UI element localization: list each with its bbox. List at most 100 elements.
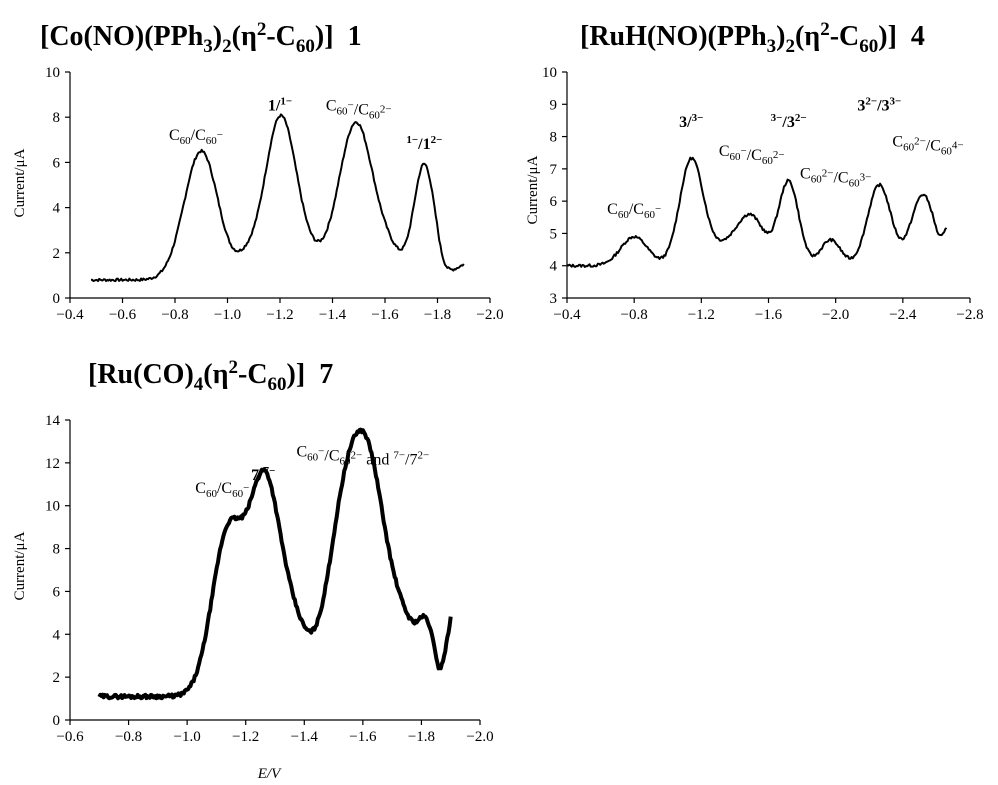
y-tick-label: 10 <box>45 499 60 515</box>
x-tick-label: −1.6 <box>349 729 377 745</box>
t4g: -C <box>830 21 860 52</box>
y-tick-label: 8 <box>53 110 61 126</box>
panel-7-annotations: C60/C60−7/7−C60−/C602− and 7−/72− <box>195 443 429 499</box>
y-tick-label: 0 <box>53 291 61 307</box>
y-tick-label: 10 <box>45 65 60 81</box>
panel-1-title: [Co(NO)(PPh3)2(η2-C60)] 1 <box>40 19 362 57</box>
x-tick-label: −1.4 <box>291 729 319 745</box>
t4a: [RuH(NO)(PPh <box>580 21 767 52</box>
y-tick-label: 0 <box>53 713 61 729</box>
t7a: [Ru(CO) <box>88 359 194 390</box>
x-tick-label: −1.0 <box>174 729 201 745</box>
x-tick-label: −1.2 <box>266 307 293 323</box>
t7e: (η <box>203 359 228 390</box>
peak-annotation: C602−/C604− <box>892 133 963 157</box>
peak-annotation: C60−/C602− and 7−/72− <box>296 443 429 468</box>
y-tick-label: 6 <box>550 194 558 210</box>
peak-annotation: 32−/33− <box>857 96 901 115</box>
y-tick-label: 8 <box>53 542 61 558</box>
t7g: -C <box>238 359 268 390</box>
y-tick-label: 10 <box>542 65 557 81</box>
x-tick-label: −0.8 <box>621 307 648 323</box>
y-tick-label: 4 <box>550 259 558 275</box>
x-tick-label: −0.8 <box>161 307 188 323</box>
peak-annotation: C60−/C602− <box>719 143 785 167</box>
y-tick-label: 8 <box>550 130 558 146</box>
x-tick-label: −2.4 <box>889 307 917 323</box>
x-tick-label: −1.6 <box>755 307 783 323</box>
t1a: [Co(NO)(PPh <box>40 21 204 52</box>
x-tick-label: −1.6 <box>371 307 399 323</box>
panel-4: [RuH(NO)(PPh3)2(η2-C60)] 4 Current/μA −0.… <box>525 19 984 323</box>
t7h: 60 <box>268 374 287 395</box>
t1b: 3 <box>203 36 213 57</box>
compound-number-4: 4 <box>911 21 925 52</box>
x-tick-label: −1.8 <box>424 307 451 323</box>
panel-7-y-label: Current/μA <box>12 531 28 600</box>
x-tick-label: −1.4 <box>319 307 347 323</box>
t4b: 3 <box>767 36 777 57</box>
t1f: 2 <box>257 19 267 40</box>
y-tick-label: 4 <box>53 627 61 643</box>
panel-7-ticks: −0.6 −0.8 −1.0 −1.2 −1.4 −1.6 −1.8 −2.0 0 2 4 6 8 10 1… <box>45 413 494 745</box>
panel-4-ticks: −0.4 −0.8 −1.2 −1.6 −2.0 −2.4 −2.8 3 4 5 6 7 8 9 10 <box>542 65 984 323</box>
x-tick-label: −1.0 <box>214 307 241 323</box>
compound-number-7: 7 <box>319 359 333 390</box>
panel-7-x-label: E/V <box>257 766 282 782</box>
peak-annotation: C60/C60− <box>169 127 223 147</box>
y-tick-label: 5 <box>550 226 558 242</box>
peak-annotation: C60/C60− <box>607 201 661 221</box>
panel-4-title: [RuH(NO)(PPh3)2(η2-C60)] 4 <box>580 19 925 57</box>
x-tick-label: −2.8 <box>956 307 983 323</box>
y-tick-label: 3 <box>550 291 558 307</box>
x-tick-label: −2.0 <box>822 307 849 323</box>
x-tick-label: −0.4 <box>56 307 84 323</box>
y-tick-label: 7 <box>550 162 558 178</box>
x-tick-label: −0.8 <box>115 729 142 745</box>
t1d: 2 <box>222 36 232 57</box>
t4c: ) <box>776 21 785 52</box>
t1h: 60 <box>296 36 315 57</box>
x-tick-label: −0.6 <box>109 307 137 323</box>
x-tick-label: −1.2 <box>688 307 715 323</box>
x-tick-label: −0.6 <box>56 729 84 745</box>
y-tick-label: 9 <box>550 97 558 113</box>
x-tick-label: −0.4 <box>553 307 581 323</box>
peak-annotation: C60/C60− <box>195 480 249 500</box>
panel-4-annotations: C60/C60− 3/3− C60−/C602− 3−/32− C602−/C603− 3… <box>607 96 963 221</box>
peak-annotation: C602−/C603− <box>800 166 871 190</box>
x-tick-label: −1.8 <box>408 729 435 745</box>
peak-annotation: 1−/12− <box>406 134 442 153</box>
y-tick-label: 6 <box>53 584 61 600</box>
y-tick-label: 6 <box>53 155 61 171</box>
peak-annotation: 1/1− <box>268 95 292 114</box>
t7i: )] <box>287 359 306 390</box>
panel-1: [Co(NO)(PPh3)2(η2-C60)] 1 Current/μA −0.4… <box>12 19 504 323</box>
x-tick-label: −2.0 <box>476 307 503 323</box>
t4f: 2 <box>820 19 830 40</box>
t7f: 2 <box>229 357 239 378</box>
t4i: )] <box>878 21 897 52</box>
x-tick-label: −2.0 <box>466 729 493 745</box>
y-tick-label: 12 <box>45 456 60 472</box>
y-tick-label: 14 <box>45 413 61 429</box>
panel-4-y-label: Current/μA <box>525 155 541 224</box>
panel-1-annotations: C60/C60− 1/1− C60−/C602− 1−/12− <box>169 95 442 152</box>
y-tick-label: 4 <box>53 201 61 217</box>
panel-7-series-line <box>97 427 453 701</box>
panel-4-series-line <box>566 156 948 268</box>
panel-1-y-label: Current/μA <box>12 148 28 217</box>
t1c: ) <box>213 21 222 52</box>
y-tick-label: 2 <box>53 246 61 262</box>
y-tick-label: 2 <box>53 670 61 686</box>
panel-7-title: [Ru(CO)4(η2-C60)] 7 <box>88 357 333 395</box>
t7b: 4 <box>194 374 204 395</box>
t1i: )] <box>315 21 334 52</box>
peak-annotation: 3−/32− <box>771 112 807 131</box>
peak-annotation: C60−/C602− <box>326 97 392 121</box>
t4e: (η <box>795 21 820 52</box>
panel-7: [Ru(CO)4(η2-C60)] 7 Current/μA E/V −0.6 −0… <box>12 357 494 782</box>
panel-1-series-line <box>90 113 465 283</box>
peak-annotation: 3/3− <box>679 112 703 131</box>
x-tick-label: −1.2 <box>232 729 259 745</box>
